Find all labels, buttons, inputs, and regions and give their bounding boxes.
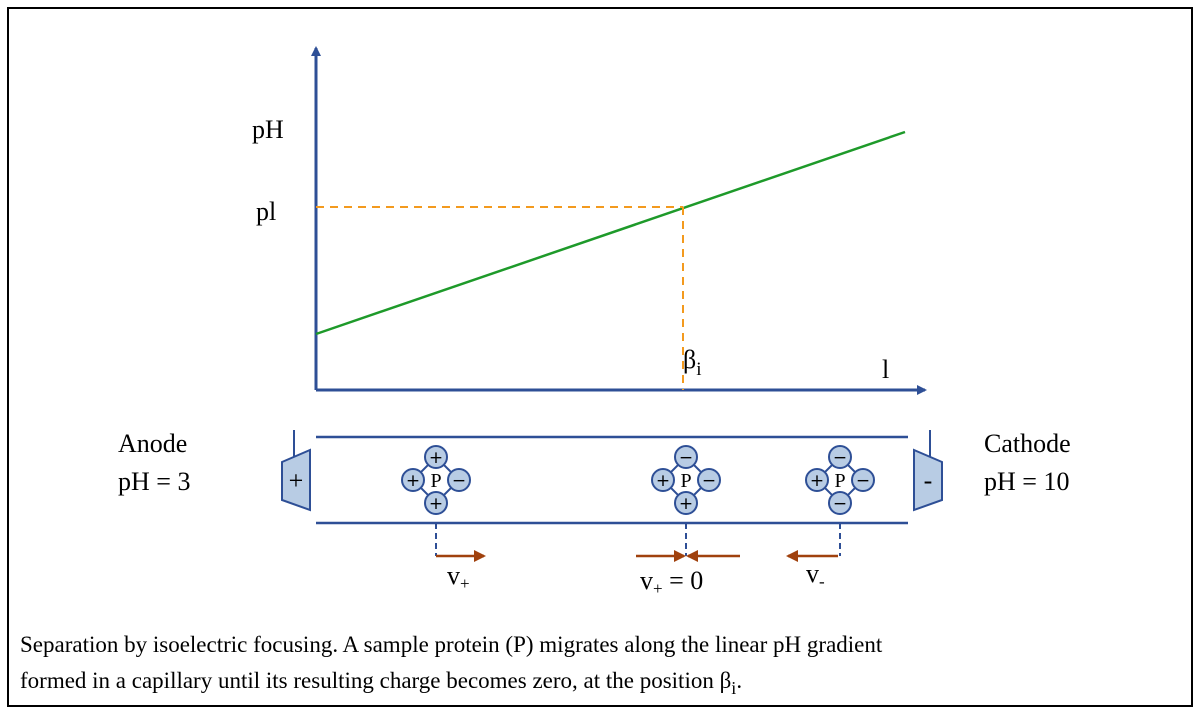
charge-sign: −	[833, 448, 847, 468]
charge-sign: +	[429, 494, 443, 514]
y-label: pH	[252, 115, 284, 144]
caption: formed in a capillary until its resultin…	[20, 668, 742, 698]
beta-label: βi	[683, 345, 702, 380]
cathode-name: Cathode	[984, 429, 1071, 458]
charge-sign: +	[810, 471, 824, 491]
charge	[674, 445, 698, 469]
charge	[424, 491, 448, 515]
charge-sign: −	[856, 471, 870, 491]
charge-sign: +	[406, 471, 420, 491]
velocity-label: v-	[806, 559, 825, 591]
velocity-label: v+	[447, 561, 470, 593]
charge	[401, 468, 425, 492]
charge-sign: +	[656, 471, 670, 491]
velocity-label: v+ = 0	[640, 566, 703, 598]
charge-sign: −	[679, 448, 693, 468]
cathode-ph: pH = 10	[984, 467, 1069, 496]
charge-sign: +	[429, 448, 443, 468]
charge	[651, 468, 675, 492]
anode-sign: +	[289, 466, 304, 495]
charge	[805, 468, 829, 492]
charge	[851, 468, 875, 492]
charge-sign: −	[702, 471, 716, 491]
anode-electrode	[281, 448, 311, 512]
frame	[7, 7, 1193, 707]
protein-label: P	[834, 470, 845, 492]
charge-sign: +	[679, 494, 693, 514]
cathode-electrode	[913, 448, 943, 512]
pi-label: pl	[256, 197, 276, 226]
charge	[697, 468, 721, 492]
charge	[447, 468, 471, 492]
protein-label: P	[430, 470, 441, 492]
cathode-sign: -	[924, 466, 933, 495]
charge	[828, 491, 852, 515]
anode-ph: pH = 3	[118, 467, 190, 496]
protein-label: P	[680, 470, 691, 492]
anode-name: Anode	[118, 429, 187, 458]
charge	[424, 445, 448, 469]
ph-gradient	[315, 130, 906, 336]
charge-sign: −	[452, 471, 466, 491]
caption: Separation by isoelectric focusing. A sa…	[20, 632, 883, 657]
charge	[674, 491, 698, 515]
x-label: l	[882, 355, 889, 384]
charge	[828, 445, 852, 469]
charge-sign: −	[833, 494, 847, 514]
